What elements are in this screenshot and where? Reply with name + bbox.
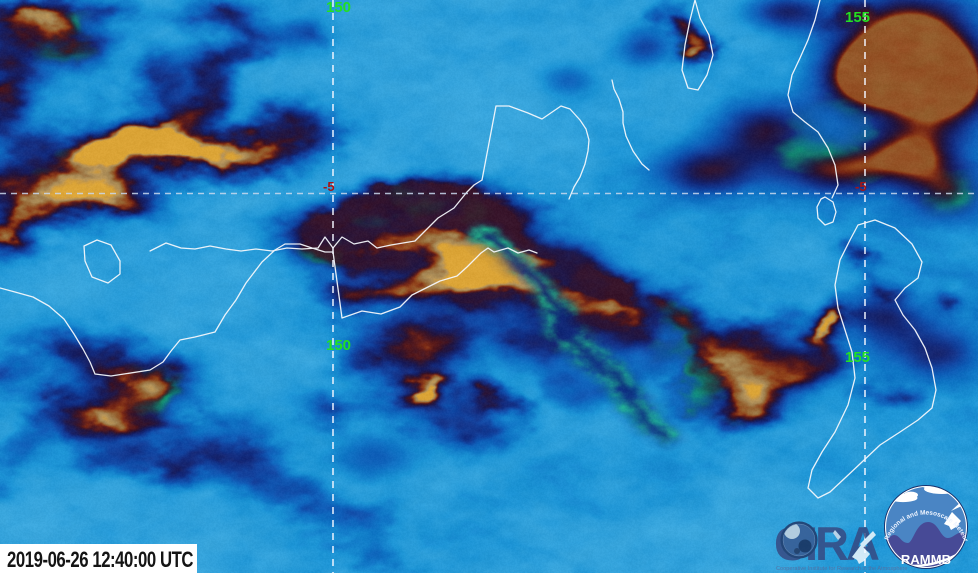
svg-text:155: 155 [845, 349, 870, 366]
svg-text:150: 150 [326, 0, 351, 16]
svg-text:Regional and Mesoscale Meteoro: Regional and Mesoscale Meteorology Branc… [0, 0, 969, 543]
svg-text:RAMMB: RAMMB [901, 552, 951, 567]
svg-text:155: 155 [845, 9, 870, 26]
svg-text:-5: -5 [855, 179, 867, 194]
svg-text:2019-06-26 12:40:00 UTC: 2019-06-26 12:40:00 UTC [7, 547, 193, 572]
svg-text:-5: -5 [323, 179, 335, 194]
svg-text:150: 150 [326, 337, 351, 354]
svg-text:Cooperative Institute for Rese: Cooperative Institute for Research in th… [776, 566, 908, 572]
